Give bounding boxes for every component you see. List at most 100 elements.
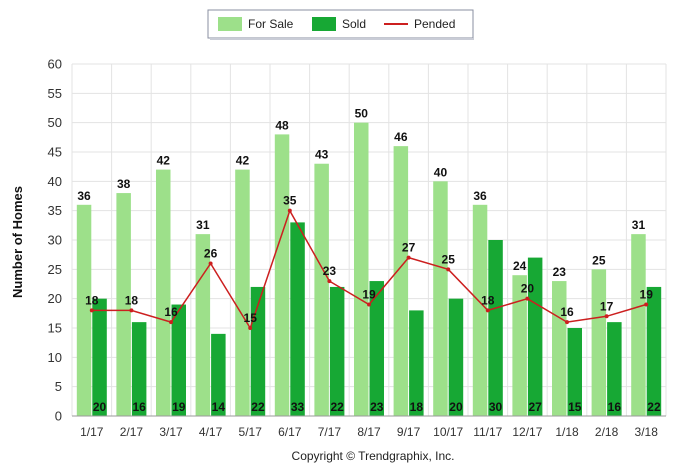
bar-for-sale — [552, 281, 567, 416]
bar-for-sale — [314, 163, 329, 416]
bar-sold — [211, 333, 226, 416]
bar-for-sale — [591, 269, 607, 416]
y-tick-label: 55 — [48, 86, 62, 101]
data-label-pended: 16 — [164, 305, 178, 319]
point-pended — [367, 302, 371, 307]
data-label-pended: 18 — [85, 293, 99, 307]
y-tick-label: 50 — [48, 115, 62, 130]
x-tick-label: 10/17 — [433, 425, 463, 439]
x-tick-label: 7/17 — [318, 425, 342, 439]
data-label-for-sale: 43 — [315, 148, 329, 162]
x-tick-label: 12/17 — [512, 425, 542, 439]
data-label-sold: 16 — [608, 400, 622, 414]
y-tick-label: 20 — [48, 291, 62, 306]
y-tick-label: 0 — [55, 409, 62, 424]
bar-for-sale — [235, 169, 250, 416]
data-label-pended: 16 — [560, 305, 574, 319]
y-tick-label: 40 — [48, 174, 62, 189]
bar-for-sale — [156, 169, 171, 416]
data-label-pended: 27 — [402, 241, 416, 255]
bar-for-sale — [433, 181, 448, 416]
y-tick-label: 30 — [48, 233, 62, 248]
point-pended — [485, 308, 490, 313]
data-label-pended: 23 — [323, 264, 337, 278]
data-label-sold: 22 — [647, 400, 661, 414]
data-label-sold: 18 — [410, 400, 424, 414]
bar-for-sale — [472, 204, 488, 416]
data-label-pended: 35 — [283, 194, 297, 208]
bar-sold — [329, 286, 345, 416]
labels-layer: 36 20 38 16 42 19 31 14 42 22 48 33 43 22 50 23 46 18 40 20… — [77, 107, 661, 414]
bar-sold — [369, 281, 384, 416]
bar-sold — [488, 240, 503, 416]
data-label-for-sale: 36 — [77, 189, 91, 203]
bar-sold — [131, 322, 147, 416]
x-tick-label: 6/17 — [278, 425, 302, 439]
point-pended — [169, 320, 173, 325]
point-pended — [565, 320, 569, 325]
data-label-sold: 14 — [212, 400, 226, 414]
legend-label-for-sale: For Sale — [248, 17, 294, 31]
y-tick-label: 15 — [48, 321, 62, 336]
data-label-sold: 19 — [172, 400, 186, 414]
data-label-sold: 20 — [449, 400, 463, 414]
point-pended — [208, 261, 213, 266]
bar-for-sale — [76, 204, 92, 416]
data-label-for-sale: 48 — [275, 118, 289, 132]
bar-for-sale — [393, 146, 409, 416]
bar-sold — [567, 328, 582, 416]
data-label-sold: 22 — [251, 400, 265, 414]
y-tick-label: 5 — [55, 379, 62, 394]
data-label-sold: 30 — [489, 400, 503, 414]
data-label-pended: 18 — [125, 293, 139, 307]
bar-for-sale — [274, 134, 290, 416]
x-tick-label: 2/18 — [595, 425, 619, 439]
bar-for-sale — [512, 275, 527, 416]
bar-for-sale — [631, 234, 646, 416]
bar-for-sale — [354, 122, 369, 417]
point-pended — [327, 279, 332, 284]
data-label-sold: 16 — [132, 400, 146, 414]
data-label-for-sale: 46 — [394, 130, 408, 144]
data-label-for-sale: 40 — [434, 165, 448, 179]
legend-label-sold: Sold — [342, 17, 366, 31]
x-tick-label: 11/17 — [473, 425, 502, 439]
data-label-for-sale: 24 — [513, 259, 527, 273]
data-label-pended: 17 — [600, 299, 614, 313]
bar-sold — [448, 298, 464, 416]
data-label-sold: 20 — [93, 400, 107, 414]
bar-sold — [646, 286, 662, 416]
y-axis-title: Number of Homes — [10, 186, 25, 298]
copyright-text: Copyright © Trendgraphix, Inc. — [292, 449, 455, 463]
data-label-for-sale: 42 — [236, 154, 250, 168]
bar-sold — [409, 310, 424, 416]
data-label-for-sale: 50 — [355, 107, 369, 121]
y-tick-label: 10 — [48, 350, 62, 365]
point-pended — [248, 326, 253, 330]
data-label-pended: 18 — [481, 293, 495, 307]
data-label-for-sale: 23 — [553, 265, 567, 279]
data-label-pended: 20 — [521, 282, 535, 296]
point-pended — [287, 208, 292, 213]
data-label-pended: 25 — [442, 252, 456, 266]
point-pended — [604, 314, 609, 319]
x-tick-label: 4/17 — [199, 425, 223, 439]
y-tick-label: 35 — [48, 203, 62, 218]
legend: For Sale Sold Pended — [207, 9, 474, 40]
data-label-for-sale: 36 — [473, 189, 487, 203]
data-label-pended: 15 — [244, 311, 258, 325]
data-label-sold: 15 — [568, 400, 582, 414]
data-label-for-sale: 31 — [196, 218, 210, 232]
point-pended — [644, 302, 649, 307]
x-tick-label: 1/17 — [80, 425, 104, 439]
y-tick-label: 25 — [48, 262, 62, 277]
data-label-for-sale: 25 — [592, 253, 606, 267]
legend-swatch-for-sale — [218, 17, 242, 31]
x-tick-label: 8/17 — [357, 425, 381, 439]
bar-sold — [250, 286, 266, 416]
data-label-pended: 19 — [362, 288, 376, 302]
point-pended — [406, 255, 411, 260]
data-label-for-sale: 38 — [117, 177, 131, 191]
